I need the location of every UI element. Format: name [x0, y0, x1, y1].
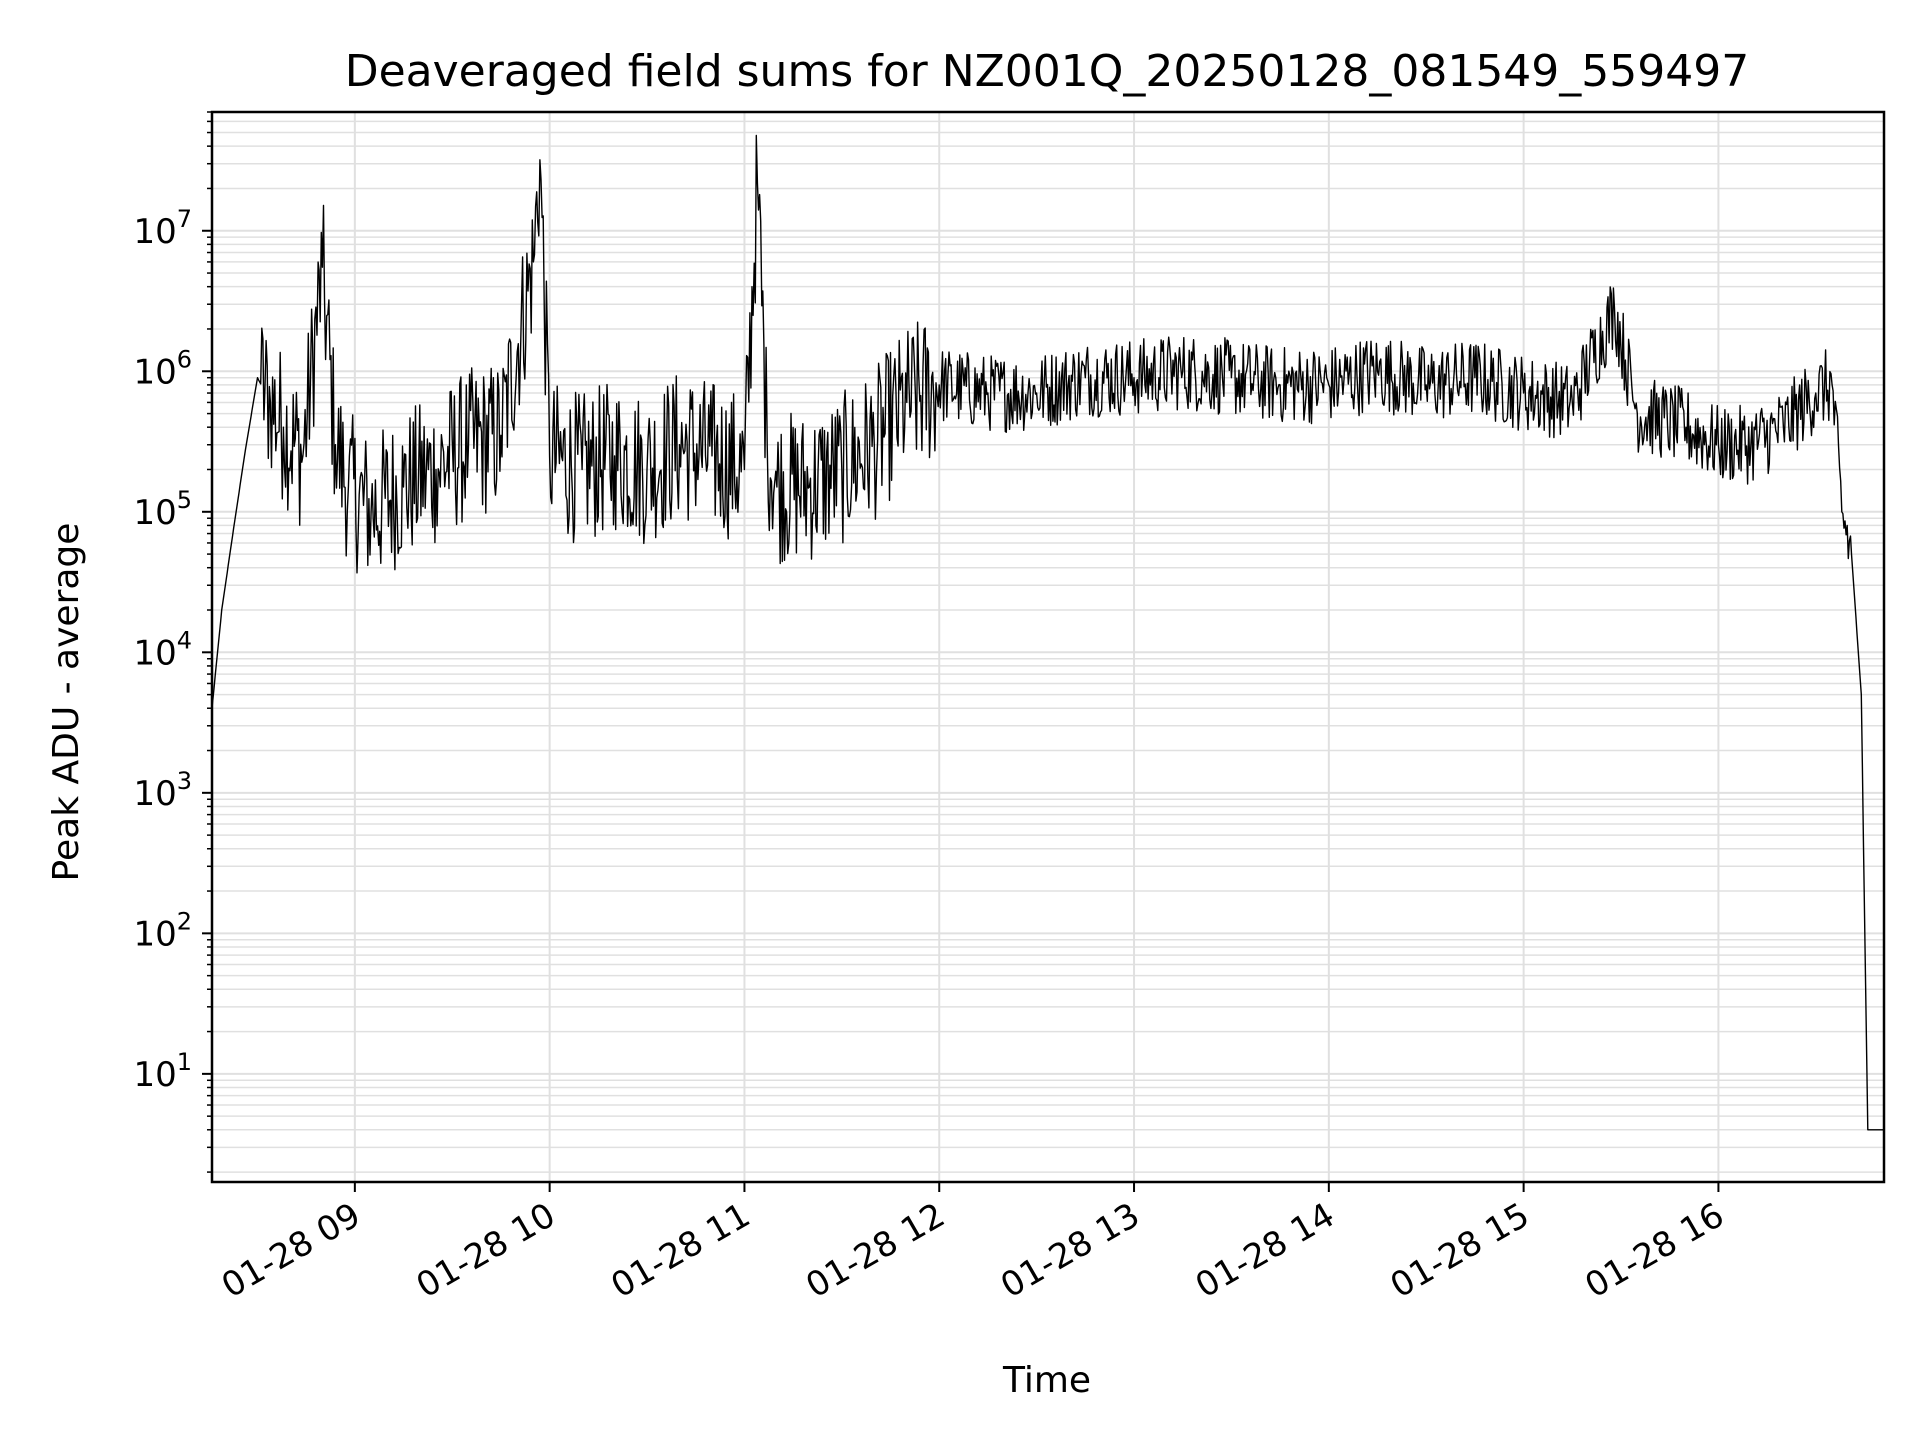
- grid-major: [212, 112, 1884, 1182]
- y-tick-label: 105: [133, 486, 192, 533]
- y-axis-ticks: 101 102 103 104 105 106 107: [133, 111, 212, 1173]
- y-axis-label: Peak ADU - average: [46, 523, 87, 882]
- grid-minor: [212, 111, 1884, 1173]
- y-tick-label: 107: [133, 205, 192, 252]
- series-line: [211, 134, 1884, 1131]
- y-tick-label: 101: [133, 1048, 192, 1095]
- y-tick-label: 103: [133, 767, 192, 814]
- y-tick-label: 106: [133, 345, 192, 392]
- plot-area: [211, 134, 1884, 1131]
- chart-title: Deaveraged field sums for NZ001Q_2025012…: [345, 46, 1750, 97]
- y-tick-label: 102: [133, 907, 192, 954]
- y-tick-label: 104: [133, 626, 192, 673]
- axes-frame: [210, 110, 1886, 1184]
- x-axis-label: Time: [1002, 1360, 1091, 1401]
